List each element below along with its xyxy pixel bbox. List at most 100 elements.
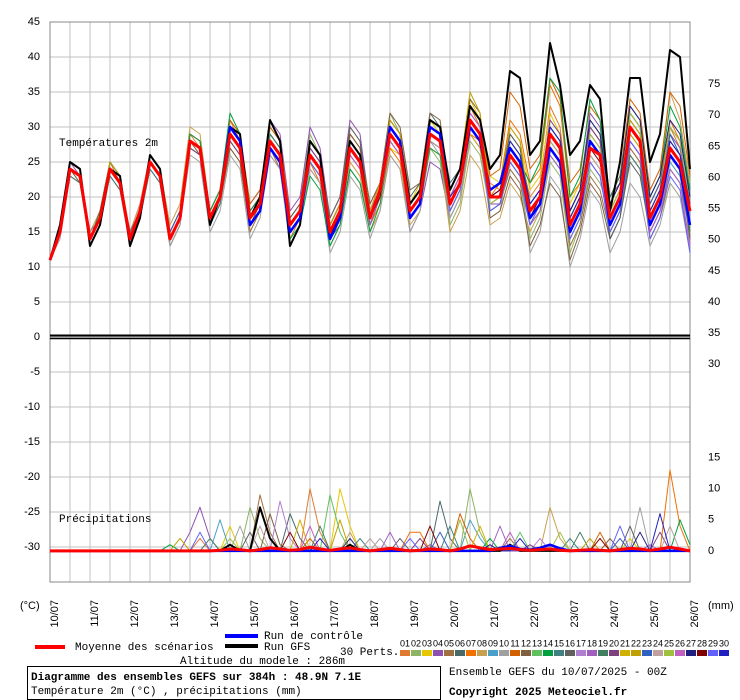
y-tick-label: 20 (28, 191, 40, 203)
precip-line (50, 544, 691, 553)
perts-label: 30 Perts. (340, 647, 399, 659)
x-tick-label: 11/07 (89, 600, 101, 627)
x-tick-label: 16/07 (289, 600, 301, 628)
legend-label: 04 (433, 638, 443, 648)
box-subtitle: Température 2m (°C) , précipitations (mm… (31, 686, 302, 698)
legend-label: 06 (455, 638, 465, 648)
y2-tick-label: 75 (708, 78, 720, 90)
y2-tick-label: 70 (708, 109, 720, 121)
x-tick-label: 18/07 (369, 600, 381, 628)
legend-label: 27 (686, 638, 696, 648)
legend-swatch (466, 650, 476, 656)
y-tick-label: 35 (28, 86, 40, 98)
legend-label: 21 (620, 638, 630, 648)
precip-label: Précipitations (59, 514, 151, 526)
legend-swatch (576, 650, 586, 656)
legend-swatch (554, 650, 564, 656)
y2-tick-label: 60 (708, 171, 720, 183)
labels: 454035302520151050-5-10-15-20-25-3075706… (24, 16, 729, 656)
legend-label: 26 (675, 638, 685, 648)
legend-label: 28 (697, 638, 707, 648)
legend-swatch (664, 650, 674, 656)
y2-tick-label: 0 (708, 545, 714, 557)
legend-label: 17 (576, 638, 586, 648)
legend-swatch (565, 650, 575, 656)
legend-label: 25 (664, 638, 674, 648)
x-tick-label: 24/07 (609, 600, 621, 628)
legend-label: 20 (609, 638, 619, 648)
legend-label: 05 (444, 638, 454, 648)
legend-label: Moyenne des scénarios (75, 642, 214, 654)
y2-tick-label: 65 (708, 140, 720, 152)
run-info: Ensemble GEFS du 10/07/2025 - 00Z (449, 667, 667, 679)
legend-label: 11 (510, 638, 519, 648)
legend-swatch (477, 650, 487, 656)
legend-swatch (587, 650, 597, 656)
y-tick-label: 15 (28, 226, 40, 238)
legend-label: 13 (532, 638, 542, 648)
y2-tick-label: 5 (708, 514, 714, 526)
y2-tick-label: 55 (708, 203, 720, 215)
y2-tick-label: 40 (708, 296, 720, 308)
legend-swatch (598, 650, 608, 656)
x-tick-label: 25/07 (649, 600, 661, 628)
y2-tick-label: 10 (708, 483, 720, 495)
legend-swatch (532, 650, 542, 656)
legend-swatch (719, 650, 729, 656)
legend-swatch (510, 650, 520, 656)
legend-label: 09 (488, 638, 498, 648)
y-tick-label: 0 (34, 331, 40, 343)
legend-label: 15 (554, 638, 564, 648)
y-tick-label: 10 (28, 261, 40, 273)
x-tick-label: 15/07 (249, 600, 261, 628)
x-tick-label: 23/07 (569, 600, 581, 628)
lines (48, 42, 692, 553)
box-title: Diagramme des ensembles GEFS sur 384h : … (31, 672, 361, 684)
legend-swatch (620, 650, 630, 656)
temp-label: Températures 2m (59, 138, 158, 150)
x-tick-label: 10/07 (49, 600, 61, 628)
legend-swatch (400, 650, 410, 656)
legend-swatch (708, 650, 718, 656)
legend-swatch (488, 650, 498, 656)
x-tick-label: 21/07 (489, 600, 501, 628)
legend-label: 08 (477, 638, 487, 648)
legend-label: 18 (587, 638, 597, 648)
legend-swatch (521, 650, 531, 656)
legend-swatch (455, 650, 465, 656)
legend-swatch (543, 650, 553, 656)
legend-swatch (653, 650, 663, 656)
legend-swatch (609, 650, 619, 656)
x-tick-label: 26/07 (689, 600, 701, 628)
legend-swatch (499, 650, 509, 656)
legend-swatch (631, 650, 641, 656)
altitude: Altitude du modele : 286m (180, 656, 345, 668)
legend-label: 23 (642, 638, 652, 648)
legend-swatch (433, 650, 443, 656)
legend-swatch (411, 650, 421, 656)
legend-swatch (686, 650, 696, 656)
legend-label: 02 (411, 638, 421, 648)
temperature-line (48, 118, 692, 261)
y-tick-label: -25 (24, 506, 40, 518)
legend-label: 16 (565, 638, 575, 648)
x-tick-label: 14/07 (209, 600, 221, 628)
legend-swatch (444, 650, 454, 656)
x-tick-label: 19/07 (409, 600, 421, 628)
legend-label: Run GFS (264, 642, 311, 654)
legend-label: 14 (543, 638, 553, 648)
x-tick-label: 17/07 (329, 600, 341, 628)
legend-swatch (422, 650, 432, 656)
y2-unit: (mm) (708, 600, 734, 612)
x-tick-label: 20/07 (449, 600, 461, 628)
legend-label: 19 (598, 638, 608, 648)
legend-label: 22 (631, 638, 641, 648)
legend-label: 24 (653, 638, 663, 648)
legend-swatch (675, 650, 685, 656)
y-tick-label: 40 (28, 51, 40, 63)
legend-swatch (697, 650, 707, 656)
legend-label: 03 (422, 638, 432, 648)
legend-label: 12 (521, 638, 531, 648)
y-tick-label: 25 (28, 156, 40, 168)
